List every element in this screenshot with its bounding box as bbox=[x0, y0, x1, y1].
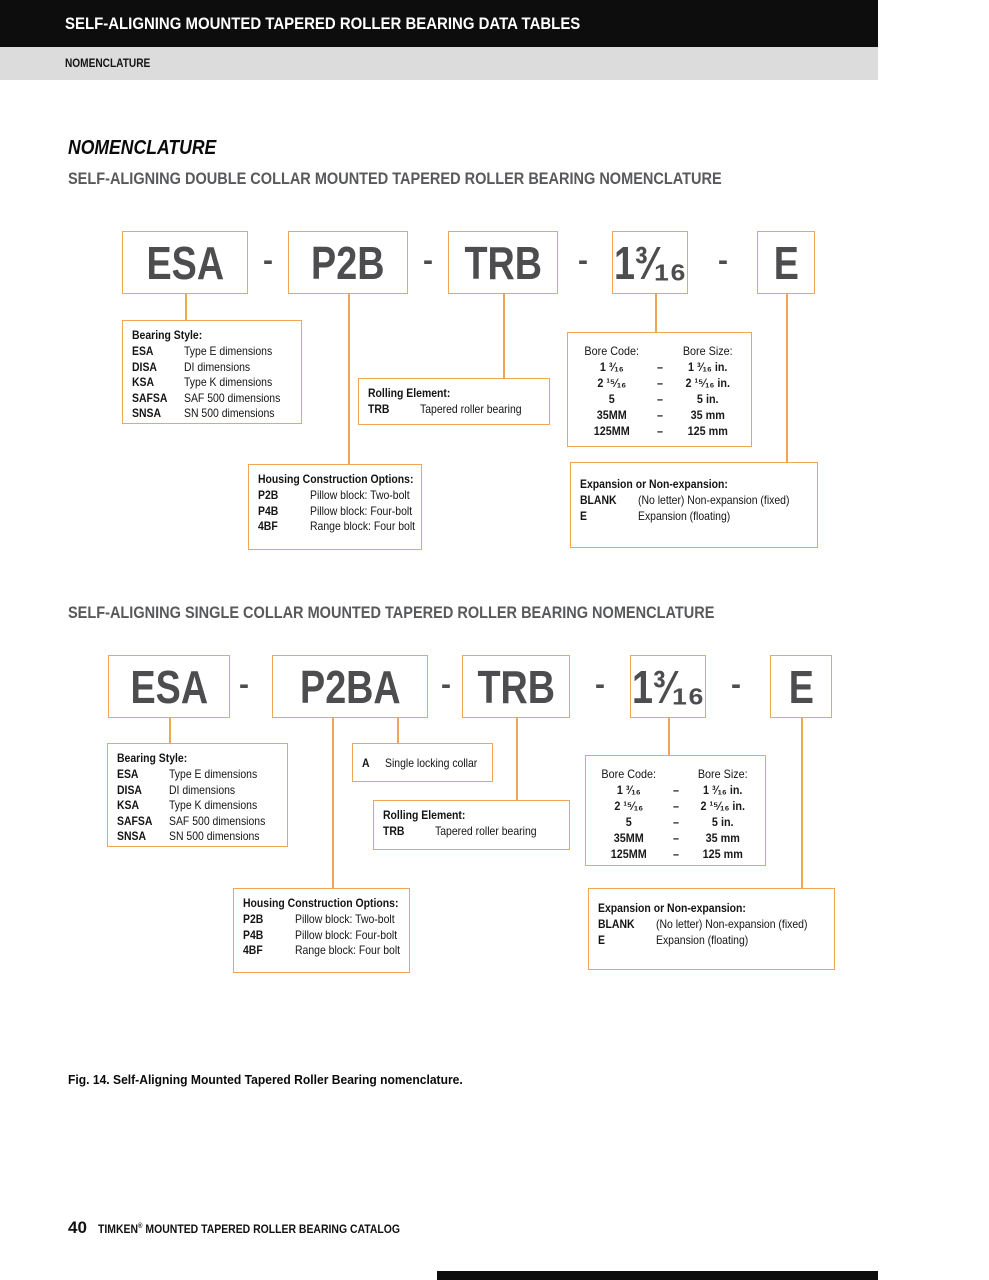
callout-row: ESA Type E dimensions bbox=[132, 344, 273, 358]
expansion-box: Expansion or Non-expansion: BLANK (No let… bbox=[570, 462, 818, 548]
bearing-style-rows: ESA Type E dimensions DISA DI dimensions KSA… bbox=[117, 767, 278, 845]
bearing-style-box: Bearing Style: ESA Type E dimensions DISA D… bbox=[122, 320, 302, 424]
housing-rows: P2B Pillow block: Two-bolt P4B Pillow block… bbox=[243, 912, 400, 959]
bore-headers: Bore Code: Bore Size: bbox=[601, 767, 748, 781]
section-title: NOMENCLATURE bbox=[68, 137, 217, 159]
callout-row: E Expansion (floating) bbox=[598, 932, 749, 947]
connector-line bbox=[786, 294, 788, 462]
locking-collar-desc: Single locking collar bbox=[384, 755, 477, 770]
connector-line bbox=[516, 718, 518, 800]
callout-row: P4B Pillow block: Four-bolt bbox=[243, 927, 398, 942]
connector-line bbox=[185, 294, 187, 321]
connector-line bbox=[397, 718, 399, 743]
connector-line bbox=[169, 718, 171, 743]
diagram1-heading: SELF-ALIGNING DOUBLE COLLAR MOUNTED TAPE… bbox=[68, 170, 722, 188]
code-separator: - bbox=[731, 668, 741, 701]
expansion-rows: BLANK (No letter) Non-expansion (fixed) E E… bbox=[580, 493, 808, 524]
callout-row: SNSA SN 500 dimensions bbox=[117, 829, 260, 843]
connector-line bbox=[668, 718, 670, 755]
code-box-expansion: E bbox=[757, 231, 815, 294]
callout-row: TRB Tapered roller bearing bbox=[383, 824, 537, 838]
connector-line bbox=[655, 294, 657, 332]
page-number: 40 bbox=[68, 1218, 87, 1237]
code-box-housing: P2BA bbox=[272, 655, 428, 718]
callout-row: P2B Pillow block: Two-bolt bbox=[243, 912, 395, 926]
callout-row: 4BF Range block: Four bolt bbox=[258, 519, 416, 533]
callout-row: BLANK (No letter) Non-expansion (fixed) bbox=[580, 493, 790, 507]
page-subheader-label: NOMENCLATURE bbox=[65, 57, 151, 70]
connector-line bbox=[801, 718, 803, 888]
registered-mark: ® bbox=[137, 1223, 143, 1230]
figure-caption: Fig. 14. Self-Aligning Mounted Tapered R… bbox=[68, 1072, 463, 1087]
code-separator: - bbox=[578, 244, 588, 277]
callout-row: DISA DI dimensions bbox=[117, 782, 236, 797]
diagram2-heading: SELF-ALIGNING SINGLE COLLAR MOUNTED TAPE… bbox=[68, 604, 715, 622]
page-footer: 40 TIMKEN® MOUNTED TAPERED ROLLER BEARIN… bbox=[68, 1218, 445, 1238]
code-box-bore: 1³⁄₁₆ bbox=[612, 231, 688, 294]
callout-row: ESA Type E dimensions bbox=[117, 767, 258, 781]
page-subheader-bar: NOMENCLATURE bbox=[0, 47, 878, 80]
callout-row: TRB Tapered roller bearing bbox=[368, 402, 522, 416]
rolling-element-rows: TRB Tapered roller bearing bbox=[368, 402, 540, 418]
code-separator: - bbox=[441, 668, 451, 701]
locking-collar-box: A Single locking collar bbox=[352, 743, 493, 782]
callout-row: DISA DI dimensions bbox=[132, 359, 251, 374]
page-header-title: SELF-ALIGNING MOUNTED TAPERED ROLLER BEA… bbox=[65, 13, 581, 33]
footer-text: TIMKEN® MOUNTED TAPERED ROLLER BEARING C… bbox=[97, 1222, 400, 1236]
code-box-bearing-style: ESA bbox=[122, 231, 248, 294]
callout-row: E Expansion (floating) bbox=[580, 508, 731, 523]
connector-line bbox=[348, 294, 350, 464]
bore-rows: 1 ³⁄₁₆ –1 ³⁄₁₆ in. 2 ¹⁵⁄₁₆ –2 ¹⁵⁄₁₆ in. 5–5 … bbox=[610, 783, 745, 861]
expansion-box: Expansion or Non-expansion: BLANK (No let… bbox=[588, 888, 835, 970]
expansion-rows: BLANK (No letter) Non-expansion (fixed) E E… bbox=[598, 917, 825, 948]
code-box-rolling-element: TRB bbox=[462, 655, 570, 718]
connector-line bbox=[503, 294, 505, 378]
bore-headers: Bore Code: Bore Size: bbox=[584, 344, 733, 358]
code-separator: - bbox=[239, 668, 249, 701]
callout-row: P4B Pillow block: Four-bolt bbox=[258, 503, 413, 518]
connector-line bbox=[332, 718, 334, 888]
bore-code-box: Bore Code: Bore Size: 1 ³⁄₁₆ –1 ³⁄₁₆ in. 2 … bbox=[585, 755, 766, 866]
callout-row: KSA Type K dimensions bbox=[117, 798, 258, 812]
code-box-bore: 1³⁄₁₆ bbox=[630, 655, 706, 718]
code-box-expansion: E bbox=[770, 655, 832, 718]
page-header-bar: SELF-ALIGNING MOUNTED TAPERED ROLLER BEA… bbox=[0, 0, 878, 47]
housing-construction-box: Housing Construction Options: P2B Pillow … bbox=[248, 464, 422, 550]
rolling-element-box: Rolling Element: TRB Tapered roller beari… bbox=[358, 378, 550, 425]
locking-collar-code: A bbox=[362, 755, 370, 770]
rolling-element-rows: TRB Tapered roller bearing bbox=[383, 824, 560, 840]
bore-code-box: Bore Code: Bore Size: 1 ³⁄₁₆ –1 ³⁄₁₆ in. 2 … bbox=[567, 332, 752, 447]
code-box-rolling-element: TRB bbox=[448, 231, 558, 294]
housing-construction-box: Housing Construction Options: P2B Pillow … bbox=[233, 888, 410, 973]
callout-row: 4BF Range block: Four bolt bbox=[243, 943, 401, 957]
callout-row: KSA Type K dimensions bbox=[132, 375, 273, 389]
callout-row: SAFSA SAF 500 dimensions bbox=[117, 813, 266, 828]
housing-rows: P2B Pillow block: Two-bolt P4B Pillow block… bbox=[258, 488, 416, 535]
code-box-bearing-style: ESA bbox=[108, 655, 230, 718]
code-box-housing: P2B bbox=[288, 231, 408, 294]
code-separator: - bbox=[595, 668, 605, 701]
code-separator: - bbox=[263, 244, 273, 277]
callout-row: SAFSA SAF 500 dimensions bbox=[132, 390, 281, 405]
callout-row: SNSA SN 500 dimensions bbox=[132, 406, 275, 420]
rolling-element-box: Rolling Element: TRB Tapered roller beari… bbox=[373, 800, 570, 850]
code-separator: - bbox=[423, 244, 433, 277]
callout-row: BLANK (No letter) Non-expansion (fixed) bbox=[598, 917, 808, 931]
bearing-style-box: Bearing Style: ESA Type E dimensions DISA D… bbox=[107, 743, 288, 847]
callout-row: P2B Pillow block: Two-bolt bbox=[258, 488, 410, 502]
page-edge-marker bbox=[437, 1271, 878, 1280]
bore-rows: 1 ³⁄₁₆ –1 ³⁄₁₆ in. 2 ¹⁵⁄₁₆ –2 ¹⁵⁄₁₆ in. 5–5 … bbox=[593, 360, 730, 438]
bearing-style-rows: ESA Type E dimensions DISA DI dimensions KSA… bbox=[132, 344, 292, 422]
code-separator: - bbox=[718, 244, 728, 277]
